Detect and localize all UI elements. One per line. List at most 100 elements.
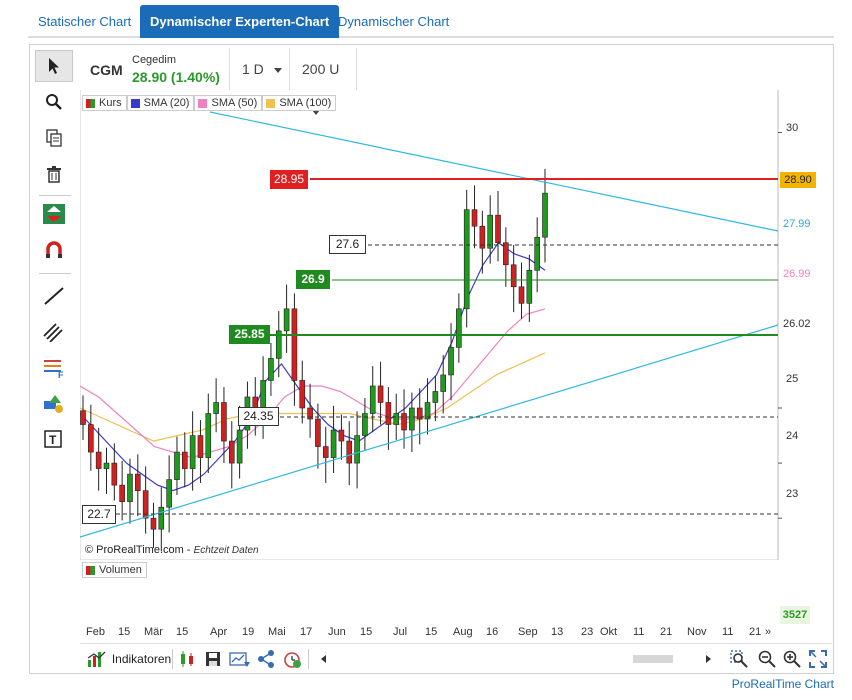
sma50-value: 26.99 xyxy=(783,268,811,280)
pointer-tool[interactable] xyxy=(35,50,73,82)
x-tick-label: Okt xyxy=(600,626,618,638)
candle-body xyxy=(166,479,172,508)
interval-dropdown[interactable]: 1 D xyxy=(229,48,289,90)
magnet-tool[interactable] xyxy=(35,234,73,266)
chart-frame xyxy=(29,44,834,674)
candle-body xyxy=(150,517,157,530)
candle-body xyxy=(299,380,306,409)
sma-line xyxy=(80,308,546,459)
copy-tool[interactable] xyxy=(35,122,73,154)
candle-body xyxy=(385,402,392,425)
draw-tools-button[interactable] xyxy=(177,648,199,670)
channel-tool[interactable] xyxy=(35,316,73,348)
y-tick: 23 xyxy=(786,488,799,500)
candle-body xyxy=(542,192,548,238)
x-tick-label: 23 xyxy=(581,626,594,638)
screenshot-button[interactable] xyxy=(228,648,252,670)
trendline-value: 27.99 xyxy=(783,218,811,230)
candle-body xyxy=(409,407,415,431)
delete-tool[interactable] xyxy=(35,158,73,190)
x-tick-label: Mär xyxy=(144,626,163,638)
buy-sell-arrows-icon xyxy=(43,204,65,224)
text-tool[interactable]: T xyxy=(35,424,73,456)
candle-body xyxy=(369,385,376,414)
alert-button[interactable] xyxy=(280,648,304,670)
prorealtime-chart-link[interactable]: ProRealTime Chart xyxy=(731,677,834,691)
buy-sell-tool[interactable] xyxy=(35,198,73,230)
x-tick-label: 15 xyxy=(176,626,189,638)
color-swatch xyxy=(266,98,276,108)
support-trendline xyxy=(80,324,779,538)
share-button[interactable] xyxy=(255,648,277,670)
candle-body xyxy=(135,473,141,491)
legend-sma-100[interactable]: SMA (100) xyxy=(262,95,337,111)
candle-body xyxy=(377,385,384,403)
legend-sma-20[interactable]: SMA (20) xyxy=(126,95,195,111)
level-label-dashed[interactable]: 24.35 xyxy=(238,407,279,426)
x-tick-label: Aug xyxy=(453,626,473,638)
scroll-left-button[interactable] xyxy=(316,648,330,670)
fibonacci-tool[interactable]: F xyxy=(35,352,73,384)
price-chart[interactable] xyxy=(80,90,832,560)
candle-body xyxy=(534,236,540,271)
scroll-more-icon[interactable]: » xyxy=(765,626,772,638)
svg-text:F: F xyxy=(58,370,64,378)
zoom-in-button[interactable] xyxy=(780,648,804,670)
volume-legend[interactable]: Volumen xyxy=(82,562,147,578)
level-label-dashed[interactable]: 27.6 xyxy=(329,235,366,254)
fullscreen-button[interactable] xyxy=(806,648,830,670)
parallel-lines-icon xyxy=(43,323,63,342)
tab-statischer-chart[interactable]: Statischer Chart xyxy=(38,14,132,29)
candle-body xyxy=(322,446,329,458)
candle-body xyxy=(189,435,196,469)
trendline-tool[interactable] xyxy=(35,280,73,312)
zoom-tool[interactable] xyxy=(35,86,73,118)
instrument-symbol: CGM xyxy=(90,62,123,78)
x-tick-label: Feb xyxy=(86,626,105,638)
y-tick: 24 xyxy=(786,430,799,442)
indicators-button[interactable]: Indikatoren xyxy=(86,648,172,670)
interval-value: 1 D xyxy=(242,61,264,77)
level-label-dashed[interactable]: 22.7 xyxy=(82,505,116,524)
x-tick-label: Nov xyxy=(687,626,707,638)
candle-body xyxy=(479,225,486,249)
zoom-in-icon xyxy=(783,650,801,668)
candle-body xyxy=(440,374,447,392)
tab-dynamischer-experten-chart[interactable]: Dynamischer Experten-Chart xyxy=(140,5,340,38)
level-label-green[interactable]: 26.9 xyxy=(296,270,330,289)
scroll-right-button[interactable] xyxy=(702,648,716,670)
candle-body xyxy=(416,407,423,420)
x-tick-label: Jul xyxy=(393,626,408,638)
volume-value: 3527 xyxy=(780,606,810,624)
x-tick-label: 19 xyxy=(242,626,255,638)
candle-body xyxy=(205,413,212,458)
chevron-down-icon xyxy=(312,109,320,115)
x-tick-label: Apr xyxy=(210,626,228,638)
candle-body xyxy=(456,308,462,348)
bottom-toolbar: Indikatoren xyxy=(80,643,832,673)
shapes-tool[interactable] xyxy=(35,388,73,420)
candle-body xyxy=(142,490,149,519)
instrument-price: 28.90 (1.40%) xyxy=(132,69,220,85)
zoom-fit-button[interactable] xyxy=(728,648,752,670)
candle-body xyxy=(526,269,533,304)
candle-body xyxy=(471,209,478,227)
zoom-select-icon xyxy=(730,650,748,668)
tab-dynamischer-chart[interactable]: Dynamischer Chart xyxy=(338,14,450,29)
line-icon xyxy=(44,287,64,305)
candle-body xyxy=(503,242,509,266)
svg-text:T: T xyxy=(49,433,57,447)
save-button[interactable] xyxy=(202,648,224,670)
candle-body xyxy=(448,347,454,376)
level-label-green[interactable]: 25.85 xyxy=(229,325,270,344)
candle-body xyxy=(174,451,180,480)
legend-kurs[interactable]: Kurs xyxy=(82,95,127,111)
level-label-red[interactable]: 28.95 xyxy=(270,170,308,189)
legend-sma-50[interactable]: SMA (50) xyxy=(194,95,263,111)
candle-body xyxy=(432,391,439,403)
candle-body xyxy=(463,209,470,310)
units-dropdown[interactable]: 200 U xyxy=(289,48,357,115)
chart-legend: Kurs SMA (20) SMA (50) SMA (100) xyxy=(82,95,337,111)
time-scrollbar[interactable] xyxy=(633,655,673,663)
zoom-out-button[interactable] xyxy=(755,648,779,670)
